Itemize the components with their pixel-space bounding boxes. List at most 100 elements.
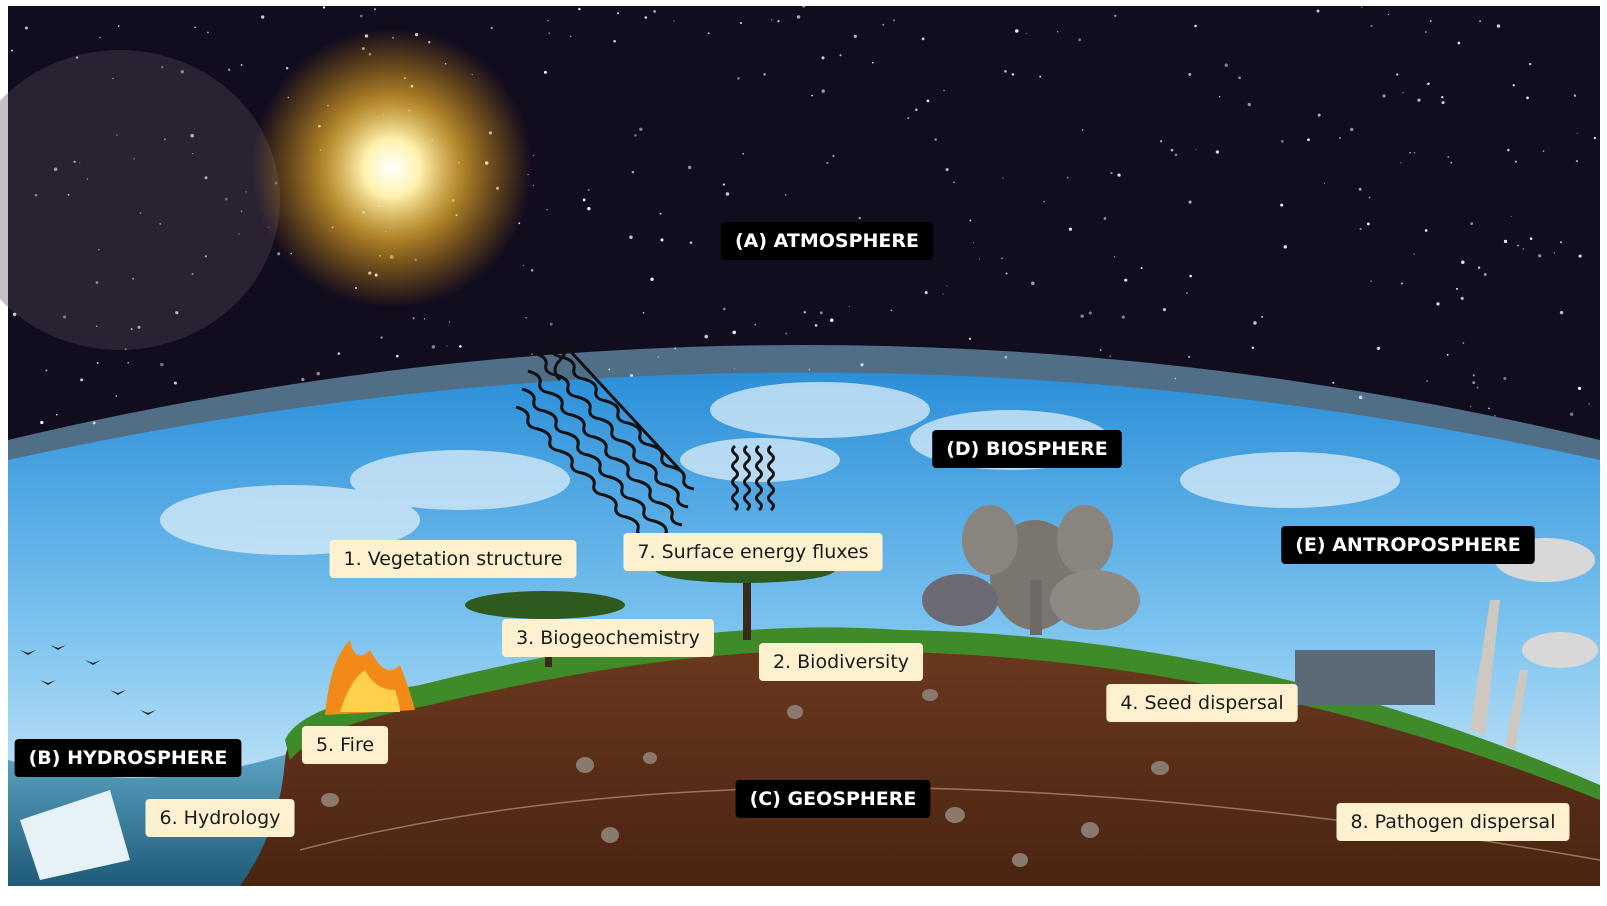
- star: [1194, 25, 1197, 28]
- star: [943, 90, 945, 92]
- star: [1574, 94, 1576, 96]
- star: [1504, 240, 1507, 243]
- star: [1488, 407, 1490, 409]
- star: [546, 209, 547, 210]
- star: [1526, 97, 1529, 100]
- star: [1477, 387, 1479, 389]
- star: [859, 217, 861, 219]
- star: [374, 8, 376, 10]
- star: [802, 5, 805, 8]
- star: [1589, 403, 1590, 404]
- star: [547, 20, 549, 22]
- star: [704, 335, 708, 339]
- star: [1456, 288, 1458, 290]
- star: [723, 308, 726, 311]
- star: [1104, 217, 1107, 220]
- star: [645, 16, 648, 19]
- star: [1484, 273, 1487, 276]
- process-label: 2. Biodiversity: [773, 651, 909, 673]
- star: [1057, 31, 1058, 32]
- star: [550, 323, 553, 326]
- star: [118, 25, 120, 27]
- star: [969, 338, 971, 340]
- star: [1015, 29, 1018, 32]
- star: [1576, 160, 1578, 162]
- star: [1578, 254, 1581, 257]
- star: [830, 319, 833, 322]
- star: [979, 259, 980, 260]
- star: [1370, 25, 1372, 27]
- ecosystem-diagram: (A) ATMOSPHERE (B) HYDROSPHERE (C) GEOSP…: [0, 0, 1607, 906]
- process-label: 3. Biogeochemistry: [516, 627, 700, 649]
- star: [1401, 283, 1403, 285]
- star: [1252, 346, 1254, 348]
- star: [785, 332, 787, 334]
- star: [1089, 311, 1092, 314]
- star: [1002, 177, 1004, 179]
- star: [446, 345, 447, 346]
- sphere-label: (D) BIOSPHERE: [946, 438, 1108, 460]
- star: [1560, 311, 1563, 314]
- star: [973, 242, 974, 243]
- sphere-label: (C) GEOSPHERE: [750, 788, 917, 810]
- star: [533, 155, 534, 156]
- star: [99, 37, 101, 39]
- star: [1163, 308, 1166, 311]
- star: [742, 153, 743, 154]
- star: [1447, 156, 1449, 158]
- star: [1461, 260, 1464, 263]
- star: [1141, 267, 1143, 269]
- star: [1225, 64, 1228, 67]
- star: [826, 162, 828, 164]
- star: [617, 12, 619, 14]
- star: [1417, 99, 1420, 102]
- star: [1253, 321, 1256, 324]
- star: [639, 128, 642, 131]
- star: [1458, 42, 1461, 45]
- star: [490, 27, 492, 29]
- star: [323, 6, 325, 8]
- star: [922, 37, 925, 40]
- star: [1462, 342, 1464, 344]
- star: [754, 324, 756, 326]
- star: [915, 109, 917, 111]
- star: [777, 20, 779, 22]
- star: [942, 293, 943, 294]
- star: [1361, 6, 1362, 7]
- star: [893, 19, 895, 21]
- star: [1529, 63, 1531, 65]
- star: [629, 235, 632, 238]
- star: [1332, 382, 1334, 384]
- star: [1409, 152, 1410, 153]
- star: [1067, 177, 1068, 178]
- star: [1402, 92, 1403, 93]
- star: [583, 199, 586, 202]
- star: [1388, 14, 1389, 15]
- star: [424, 318, 425, 319]
- star: [360, 15, 363, 18]
- star: [1160, 140, 1162, 142]
- star: [1538, 254, 1541, 257]
- star: [1507, 149, 1510, 152]
- star: [1578, 387, 1581, 390]
- star: [1324, 183, 1325, 184]
- star: [1080, 314, 1083, 317]
- star: [1517, 245, 1518, 246]
- star: [1413, 253, 1415, 255]
- star: [1284, 245, 1287, 248]
- star: [1378, 347, 1381, 350]
- star: [1261, 316, 1263, 318]
- star: [872, 62, 874, 64]
- star: [1570, 413, 1573, 416]
- star: [613, 40, 616, 43]
- star: [40, 421, 43, 424]
- star: [1473, 374, 1475, 376]
- star: [544, 71, 547, 74]
- process-label: 7. Surface energy fluxes: [637, 541, 868, 563]
- star: [953, 181, 955, 183]
- star: [1196, 149, 1197, 150]
- star: [1400, 162, 1401, 163]
- star: [969, 219, 971, 221]
- star: [1511, 216, 1512, 217]
- star: [1219, 96, 1220, 97]
